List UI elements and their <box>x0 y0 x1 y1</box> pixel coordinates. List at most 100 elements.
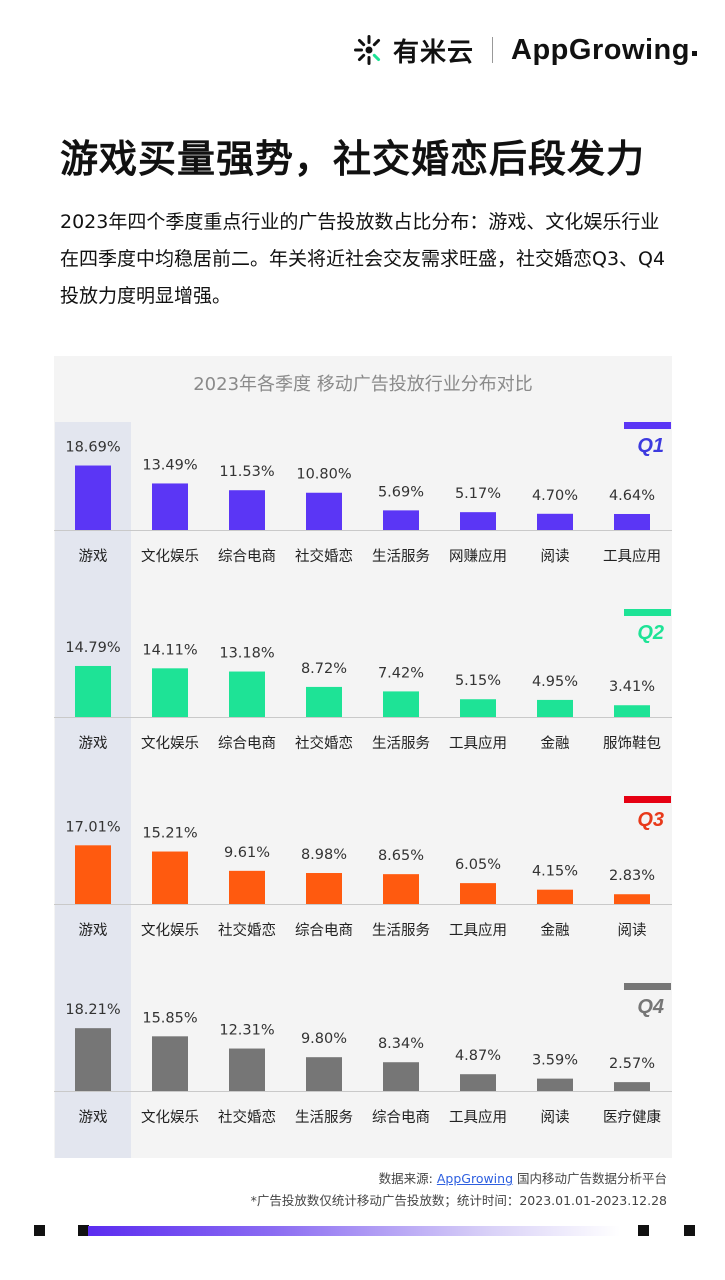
bar-value-label: 15.21% <box>142 826 197 842</box>
bar-value-label: 4.64% <box>609 488 655 504</box>
quarter-label: Q4 <box>637 996 664 1018</box>
bar-value-label: 5.17% <box>455 486 501 502</box>
bar-value-label: 5.15% <box>455 673 501 689</box>
bar-value-label: 2.57% <box>609 1056 655 1072</box>
quarter-badge-bar <box>624 609 671 616</box>
bar <box>537 889 573 904</box>
category-label: 金融 <box>541 735 570 752</box>
category-label: 网赚应用 <box>449 547 507 565</box>
bar <box>152 668 188 717</box>
bar <box>229 490 265 530</box>
bar-value-label: 3.59% <box>532 1053 578 1069</box>
bar <box>614 894 650 904</box>
data-source-suffix: 国内移动广告数据分析平台 <box>513 1171 667 1186</box>
bar-value-label: 8.65% <box>378 848 424 864</box>
bar <box>306 1057 342 1091</box>
bar <box>306 492 342 530</box>
deco-square-left-2 <box>78 1225 89 1236</box>
footnote: *广告投放数仅统计移动广告投放数；统计时间：2023.01.01-2023.12… <box>250 1193 667 1208</box>
category-label: 文化娱乐 <box>141 922 199 939</box>
bar <box>460 512 496 530</box>
quarter-badge-bar <box>624 983 671 990</box>
category-label: 工具应用 <box>449 1108 507 1126</box>
category-label: 工具应用 <box>603 547 661 565</box>
brand-logo: 有米云 AppGrowing <box>351 30 697 70</box>
category-label: 阅读 <box>618 922 647 939</box>
bar <box>460 883 496 904</box>
quarter-label: Q3 <box>637 809 664 831</box>
bar-value-label: 10.80% <box>296 467 351 483</box>
bar <box>75 845 111 904</box>
bar-value-label: 18.21% <box>65 1002 120 1018</box>
category-label: 游戏 <box>79 735 108 752</box>
bar <box>229 671 265 717</box>
gradient-bar <box>88 1226 620 1236</box>
category-label: 生活服务 <box>372 735 430 752</box>
bar <box>537 513 573 530</box>
bar-value-label: 8.72% <box>301 661 347 677</box>
bar-value-label: 2.83% <box>609 868 655 884</box>
data-source: 数据来源: AppGrowing 国内移动广告数据分析平台 <box>379 1168 667 1187</box>
bar <box>383 691 419 717</box>
bar-value-label: 4.15% <box>532 864 578 880</box>
category-label: 生活服务 <box>295 1109 353 1126</box>
quarter-label: Q1 <box>637 435 664 457</box>
category-label: 文化娱乐 <box>141 735 199 752</box>
bar-value-label: 14.79% <box>65 640 120 656</box>
bar-value-label: 11.53% <box>219 464 274 480</box>
category-label: 生活服务 <box>372 922 430 939</box>
bar-value-label: 14.11% <box>142 642 197 658</box>
page-description: 2023年四个季度重点行业的广告投放数占比分布：游戏、文化娱乐行业在四季度中均稳… <box>60 211 666 307</box>
category-label: 综合电商 <box>218 735 276 752</box>
category-label: 医疗健康 <box>603 1109 661 1126</box>
bar <box>229 870 265 904</box>
logo-icon <box>354 35 381 65</box>
bar-value-label: 13.49% <box>142 457 197 473</box>
category-label: 社交婚恋 <box>295 734 353 752</box>
category-label: 社交婚恋 <box>218 1108 276 1126</box>
brand-dot <box>692 50 697 56</box>
data-source-prefix: 数据来源: <box>378 1171 437 1186</box>
bar-value-label: 3.41% <box>609 679 655 695</box>
page-headline: 游戏买量强势，社交婚恋后段发力 <box>60 137 646 181</box>
quarter-label: Q2 <box>637 622 664 644</box>
bar-value-label: 8.34% <box>378 1036 424 1052</box>
bar-value-label: 13.18% <box>219 646 274 662</box>
brand-cn-name: 有米云 <box>393 37 475 68</box>
bar-value-label: 9.61% <box>224 845 270 861</box>
category-label: 阅读 <box>541 1109 570 1126</box>
chart-panel: 2023年各季度 移动广告投放行业分布对比 Q1 18.69% 游戏 13.49% 文化… <box>54 356 672 1158</box>
category-label: 工具应用 <box>449 921 507 939</box>
bar <box>75 665 111 717</box>
deco-square-left <box>34 1225 45 1236</box>
bar-value-label: 17.01% <box>65 819 120 835</box>
data-source-link[interactable]: AppGrowing <box>436 1171 514 1186</box>
category-label: 工具应用 <box>449 734 507 752</box>
category-label: 游戏 <box>79 548 108 565</box>
brand-separator <box>492 37 494 63</box>
bar-value-label: 12.31% <box>219 1023 274 1039</box>
bar <box>383 874 419 904</box>
bar <box>229 1048 265 1091</box>
bar <box>537 1078 573 1091</box>
bar <box>460 1074 496 1091</box>
bar <box>614 705 650 717</box>
bar <box>75 465 111 530</box>
bar-value-label: 8.98% <box>301 847 347 863</box>
category-label: 生活服务 <box>372 548 430 565</box>
category-label: 社交婚恋 <box>218 921 276 939</box>
category-label: 综合电商 <box>372 1109 430 1126</box>
bar <box>152 483 188 530</box>
bar-value-label: 5.69% <box>378 484 424 500</box>
chart-title: 2023年各季度 移动广告投放行业分布对比 <box>193 374 533 395</box>
bar-chart: Q1 18.69% 游戏 13.49% 文化娱乐 11.53% 综合电商 10.80% 社交婚恋… <box>54 422 672 1158</box>
bar <box>614 513 650 530</box>
bar-value-label: 4.70% <box>532 488 578 504</box>
bar-value-label: 15.85% <box>142 1010 197 1026</box>
bar <box>152 1036 188 1091</box>
bar <box>306 686 342 717</box>
bar <box>383 1062 419 1091</box>
category-label: 综合电商 <box>295 922 353 939</box>
deco-square-right <box>638 1225 649 1236</box>
category-label: 阅读 <box>541 548 570 565</box>
